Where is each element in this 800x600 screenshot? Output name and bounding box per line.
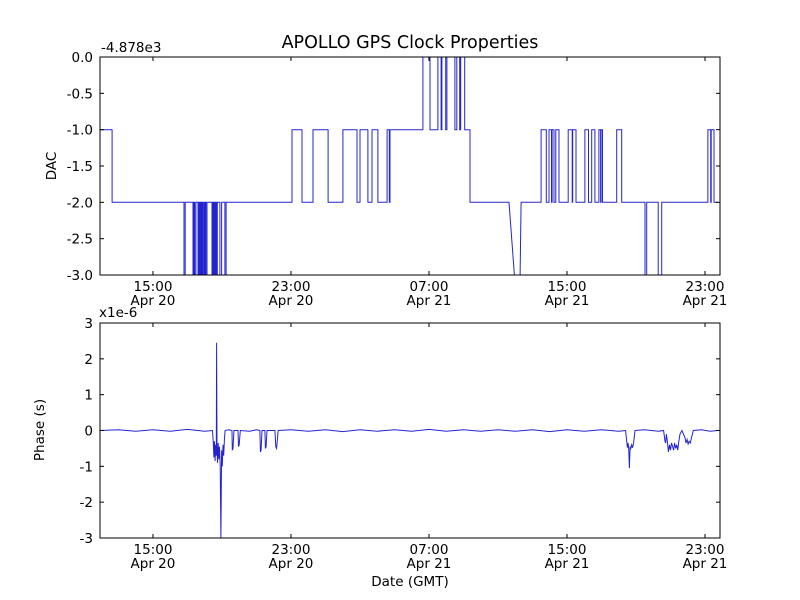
x-tick-time-label: 07:00 bbox=[410, 279, 449, 295]
x-tick-time-label: 15:00 bbox=[548, 279, 587, 295]
x-tick-date-label: Apr 20 bbox=[269, 293, 314, 309]
phase-axis-offset-text: x1e-6 bbox=[99, 305, 138, 321]
y-tick-label: -1.5 bbox=[67, 159, 93, 175]
x-axis-label: Date (GMT) bbox=[371, 574, 449, 590]
x-tick-date-label: Apr 21 bbox=[407, 556, 452, 572]
x-tick-date-label: Apr 21 bbox=[683, 293, 728, 309]
y-tick-label: 0.0 bbox=[72, 50, 93, 66]
chart-title: APOLLO GPS Clock Properties bbox=[281, 33, 539, 53]
y-tick-label: -3 bbox=[80, 531, 93, 547]
x-tick-date-label: Apr 21 bbox=[545, 556, 590, 572]
x-tick-time-label: 07:00 bbox=[410, 542, 449, 558]
phase-y-axis-label: Phase (s) bbox=[32, 398, 48, 462]
dac-axis-offset-text: -4.878e3 bbox=[101, 40, 162, 56]
y-tick-label: 0 bbox=[84, 424, 93, 440]
x-tick-time-label: 23:00 bbox=[272, 279, 311, 295]
y-tick-label: -1.0 bbox=[67, 123, 93, 139]
x-tick-date-label: Apr 21 bbox=[683, 556, 728, 572]
x-tick-time-label: 23:00 bbox=[686, 279, 725, 295]
x-tick-time-label: 15:00 bbox=[134, 279, 173, 295]
x-tick-date-label: Apr 21 bbox=[407, 293, 452, 309]
x-tick-date-label: Apr 20 bbox=[131, 556, 176, 572]
dac-trace bbox=[100, 57, 718, 275]
axes-frame-bottom bbox=[99, 322, 721, 539]
phase-trace bbox=[100, 342, 718, 538]
y-tick-label: -1 bbox=[80, 459, 93, 475]
dac-y-axis-label: DAC bbox=[44, 151, 60, 181]
x-tick-time-label: 15:00 bbox=[548, 542, 587, 558]
x-tick-time-label: 23:00 bbox=[272, 542, 311, 558]
y-tick-label: -2 bbox=[80, 495, 93, 511]
y-tick-label: 3 bbox=[84, 316, 93, 332]
y-tick-label: 2 bbox=[84, 352, 93, 368]
y-tick-label: 1 bbox=[84, 388, 93, 404]
y-tick-label: -2.5 bbox=[67, 232, 93, 248]
y-tick-label: -2.0 bbox=[67, 195, 93, 211]
x-tick-time-label: 23:00 bbox=[686, 542, 725, 558]
y-tick-label: -3.0 bbox=[67, 268, 93, 284]
x-tick-date-label: Apr 20 bbox=[269, 556, 314, 572]
x-tick-date-label: Apr 21 bbox=[545, 293, 590, 309]
x-tick-date-label: Apr 20 bbox=[131, 293, 176, 309]
x-tick-time-label: 15:00 bbox=[134, 542, 173, 558]
y-tick-label: -0.5 bbox=[67, 86, 93, 102]
